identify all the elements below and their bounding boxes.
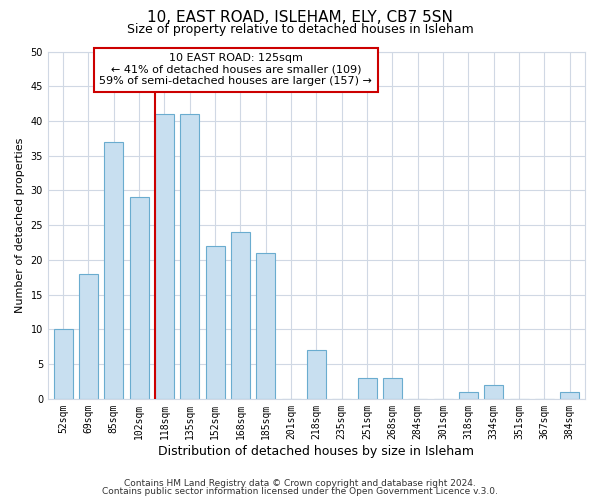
Text: Contains HM Land Registry data © Crown copyright and database right 2024.: Contains HM Land Registry data © Crown c… [124,478,476,488]
Bar [459,392,478,399]
Bar [484,385,503,399]
Text: Size of property relative to detached houses in Isleham: Size of property relative to detached ho… [127,22,473,36]
Bar [206,246,224,399]
Bar [307,350,326,399]
Bar [53,330,73,399]
Text: 10, EAST ROAD, ISLEHAM, ELY, CB7 5SN: 10, EAST ROAD, ISLEHAM, ELY, CB7 5SN [147,10,453,25]
X-axis label: Distribution of detached houses by size in Isleham: Distribution of detached houses by size … [158,444,475,458]
Text: 10 EAST ROAD: 125sqm
← 41% of detached houses are smaller (109)
59% of semi-deta: 10 EAST ROAD: 125sqm ← 41% of detached h… [100,53,373,86]
Y-axis label: Number of detached properties: Number of detached properties [15,138,25,313]
Bar [104,142,123,399]
Text: Contains public sector information licensed under the Open Government Licence v.: Contains public sector information licen… [102,487,498,496]
Bar [231,232,250,399]
Bar [256,253,275,399]
Bar [383,378,402,399]
Bar [358,378,377,399]
Bar [180,114,199,399]
Bar [79,274,98,399]
Bar [155,114,174,399]
Bar [130,198,149,399]
Bar [560,392,579,399]
